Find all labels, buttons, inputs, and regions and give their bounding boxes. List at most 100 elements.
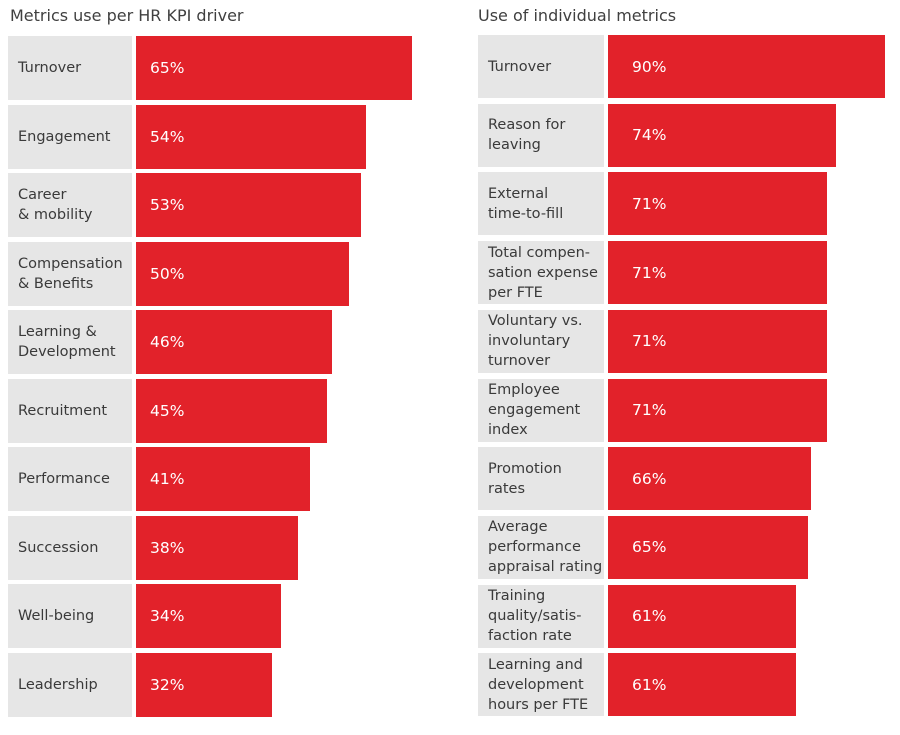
category-label-text: Voluntary vs. involuntary turnover xyxy=(488,313,583,370)
category-label: Compensation & Benefits xyxy=(8,241,132,306)
bar-row: Voluntary vs. involuntary turnover 71% xyxy=(470,309,900,373)
category-label: Well-being xyxy=(8,584,132,648)
bar-row: Succession 38% xyxy=(0,515,450,580)
bar: 74% xyxy=(608,103,836,167)
category-label-text: Average performance appraisal rating xyxy=(488,519,603,576)
bar: 71% xyxy=(608,378,827,442)
bar-value-label: 65% xyxy=(632,538,667,557)
bar: 46% xyxy=(136,310,332,374)
category-label-text: Learning and development hours per FTE xyxy=(488,656,589,713)
category-label: Turnover xyxy=(8,36,132,100)
category-label: Leadership xyxy=(8,652,132,717)
category-label: Learning and development hours per FTE xyxy=(478,653,604,717)
bar-value-label: 34% xyxy=(150,607,185,625)
bar-row: Recruitment 45% xyxy=(0,378,450,443)
bar-row: Engagement 54% xyxy=(0,104,450,169)
bar-row: Leadership 32% xyxy=(0,652,450,717)
bar-row: Career & mobility 53% xyxy=(0,173,450,237)
bar-row: Turnover 90% xyxy=(470,35,900,98)
bar: 34% xyxy=(136,584,281,648)
category-label-text: Employee engagement index xyxy=(488,382,581,438)
bar-value-label: 74% xyxy=(632,126,667,145)
bar: 71% xyxy=(608,309,827,373)
bar: 65% xyxy=(136,36,413,100)
bar-row: Learning & Development 46% xyxy=(0,310,450,374)
chart-individual-metrics: Use of individual metrics Turnover 90% Rea… xyxy=(470,0,900,735)
bar: 45% xyxy=(136,378,328,443)
category-label-text: Recruitment xyxy=(18,402,108,419)
category-label: Engagement xyxy=(8,104,132,169)
category-label-text: Turnover xyxy=(18,60,82,76)
chart-title: Use of individual metrics xyxy=(478,6,677,25)
bar: 65% xyxy=(608,515,809,579)
bar: 90% xyxy=(608,35,886,98)
bar-value-label: 50% xyxy=(150,264,185,283)
bar: 71% xyxy=(608,172,827,236)
bar-value-label: 66% xyxy=(632,469,667,488)
bar-value-label: 71% xyxy=(632,332,667,351)
category-label: Average performance appraisal rating xyxy=(478,515,604,579)
bar: 71% xyxy=(608,241,827,305)
category-label-text: Compensation & Benefits xyxy=(18,255,123,292)
bar-value-label: 45% xyxy=(150,401,185,420)
category-label: Reason for leaving xyxy=(478,103,604,167)
category-label-text: Turnover xyxy=(488,58,552,75)
bar: 38% xyxy=(136,515,298,580)
bar-row: Total compen- sation expense per FTE 71% xyxy=(470,241,900,305)
bar-row: External time-to-fill 71% xyxy=(470,172,900,236)
bar: 50% xyxy=(136,241,349,306)
bar-row: Compensation & Benefits 50% xyxy=(0,241,450,306)
bar-row: Well-being 34% xyxy=(0,584,450,648)
category-label: Employee engagement index xyxy=(478,378,604,442)
category-label: Recruitment xyxy=(8,378,132,443)
bar: 66% xyxy=(608,447,812,511)
bar-row: Reason for leaving 74% xyxy=(470,103,900,167)
bar-value-label: 38% xyxy=(150,538,185,557)
category-label: External time-to-fill xyxy=(478,172,604,236)
category-label: Learning & Development xyxy=(8,310,132,374)
category-label: Turnover xyxy=(478,35,604,98)
category-label: Voluntary vs. involuntary turnover xyxy=(478,309,604,373)
bar-value-label: 46% xyxy=(150,333,185,351)
category-label: Training quality/satis- faction rate xyxy=(478,584,604,648)
bar-value-label: 54% xyxy=(150,127,185,146)
category-label-text: Well-being xyxy=(18,608,95,624)
category-label-text: Career & mobility xyxy=(18,187,93,223)
bar-row: Employee engagement index 71% xyxy=(470,378,900,442)
bar-value-label: 90% xyxy=(632,57,667,76)
category-label-text: Succession xyxy=(18,539,99,556)
bar: 54% xyxy=(136,104,366,169)
category-label-text: Learning & Development xyxy=(18,324,116,360)
chart-kpi-driver: Metrics use per HR KPI driver Turnover 65… xyxy=(0,6,450,717)
bar: 32% xyxy=(136,652,272,717)
bar-value-label: 61% xyxy=(632,675,667,694)
category-label-text: Leadership xyxy=(18,676,98,693)
category-label-text: Engagement xyxy=(18,128,111,145)
bar: 53% xyxy=(136,173,362,237)
category-label-text: Reason for leaving xyxy=(488,117,566,154)
bar-row: Turnover 65% xyxy=(0,36,450,100)
category-label: Total compen- sation expense per FTE xyxy=(478,241,604,305)
bar-row: Learning and development hours per FTE 61… xyxy=(470,653,900,717)
bar-value-label: 71% xyxy=(632,401,667,419)
category-label-text: Promotion rates xyxy=(488,460,562,497)
category-label: Performance xyxy=(8,447,132,511)
bar: 61% xyxy=(608,653,796,717)
bar-value-label: 41% xyxy=(150,470,185,488)
category-label-text: Training quality/satis- faction rate xyxy=(488,588,582,645)
category-label: Career & mobility xyxy=(8,173,132,237)
bar-value-label: 53% xyxy=(150,196,185,214)
chart-title: Metrics use per HR KPI driver xyxy=(10,6,244,25)
bar-value-label: 71% xyxy=(632,194,667,213)
bar-value-label: 65% xyxy=(150,59,185,77)
bar-value-label: 61% xyxy=(632,607,667,626)
category-label: Promotion rates xyxy=(478,447,604,511)
bar-value-label: 32% xyxy=(150,675,185,694)
category-label-text: Total compen- sation expense per FTE xyxy=(488,244,598,301)
category-label-text: External time-to-fill xyxy=(488,185,564,222)
bar-row: Training quality/satis- faction rate 61% xyxy=(470,584,900,648)
bar-row: Average performance appraisal rating 65% xyxy=(470,515,900,579)
bar: 61% xyxy=(608,584,796,648)
bar: 41% xyxy=(136,447,311,511)
bar-value-label: 71% xyxy=(632,263,667,282)
